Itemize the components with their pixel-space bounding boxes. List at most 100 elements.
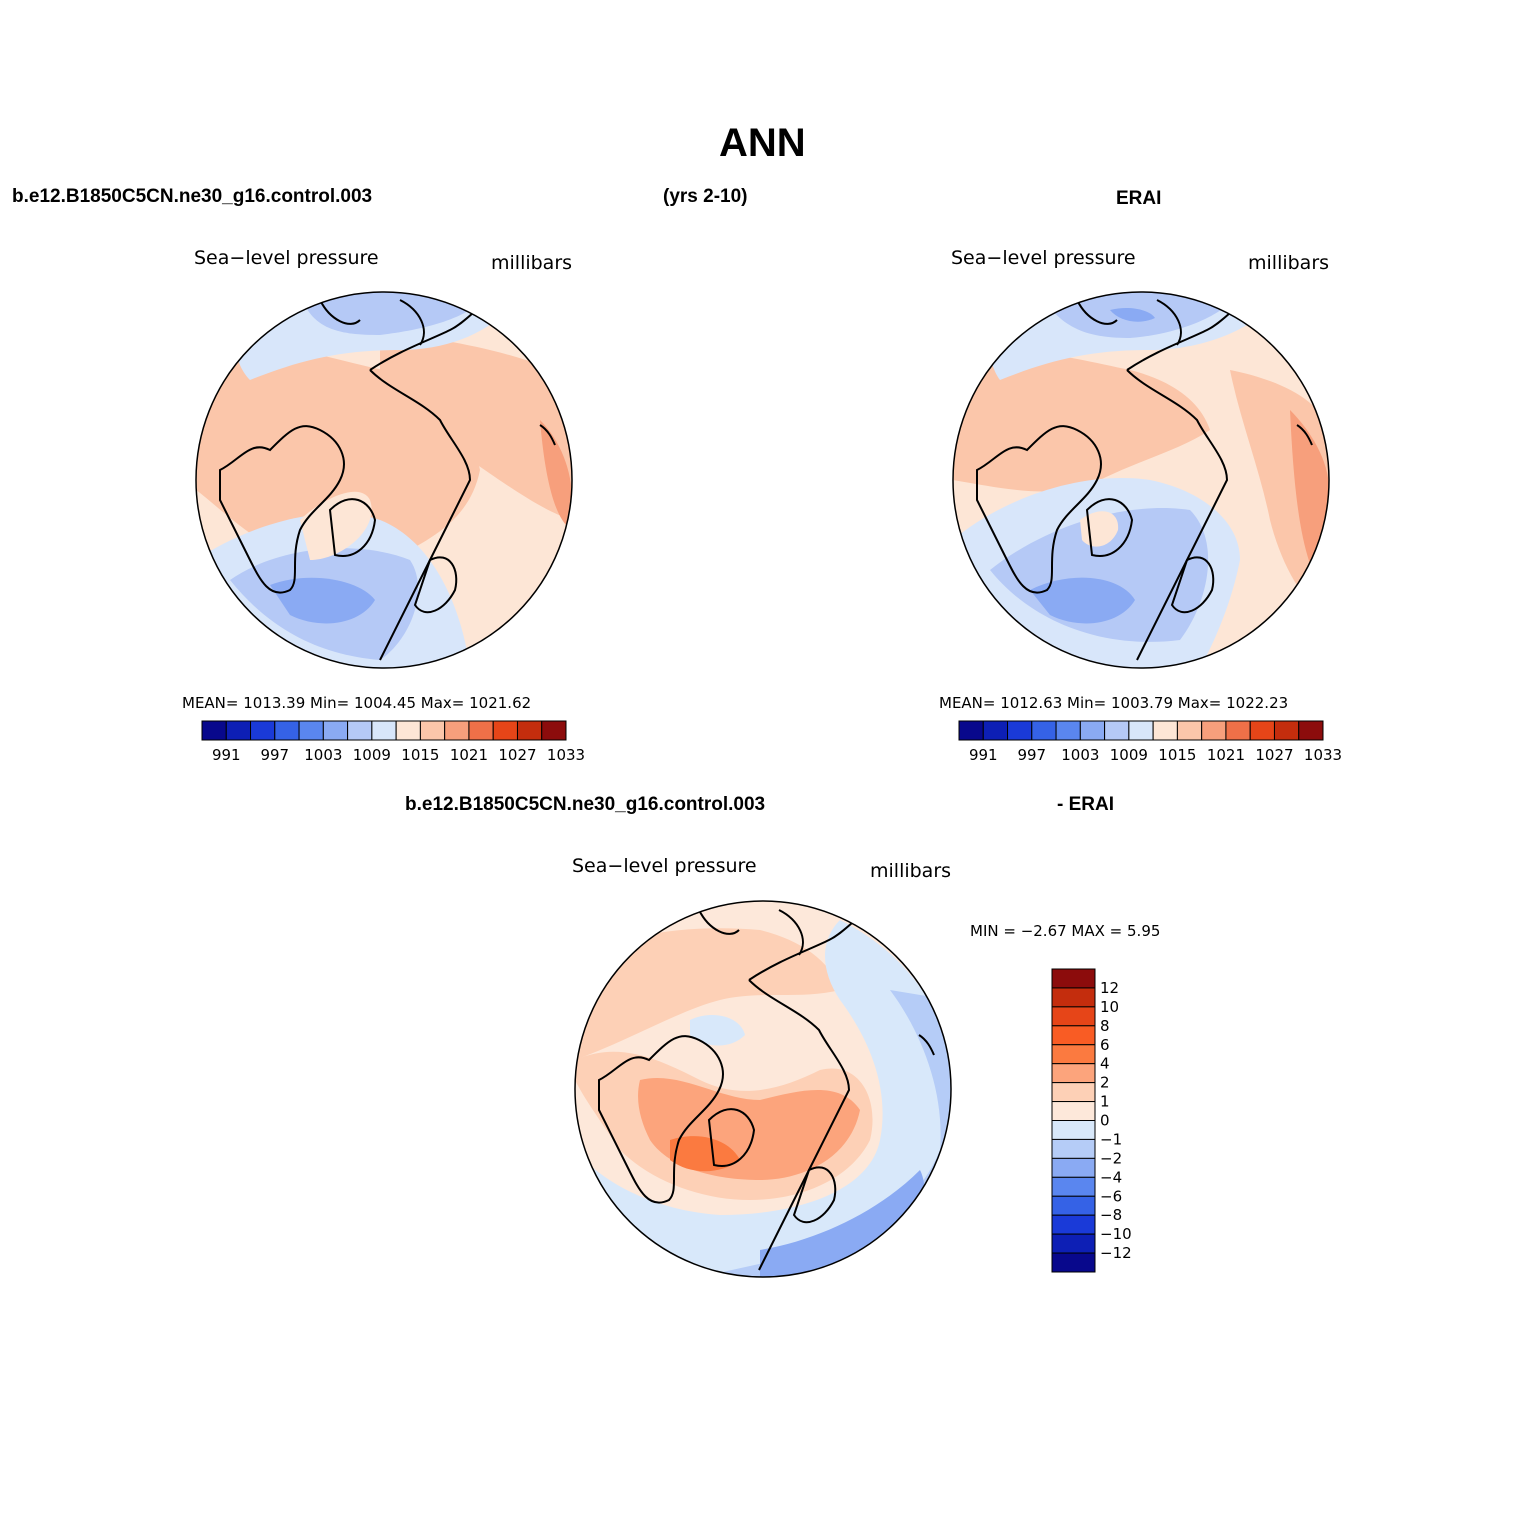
diff-colorbar-tick-label: 8 (1100, 1017, 1110, 1035)
diff-colorbar-tick-label: 12 (1100, 979, 1119, 997)
panel2-colorbar-tick-label: 1021 (1207, 746, 1245, 764)
panel1-colorbar-tick-label: 997 (260, 746, 289, 764)
panel2-colorbar-swatch (1201, 720, 1227, 741)
panel2-colorbar-swatch (1007, 720, 1033, 741)
diff-colorbar-swatch (1051, 1176, 1096, 1197)
diff-colorbar-swatch (1051, 1044, 1096, 1065)
diff-colorbar-tick-label: 10 (1100, 998, 1119, 1016)
panel1-colorbar-swatch (468, 720, 494, 741)
panel2-colorbar-tick-label: 1015 (1158, 746, 1196, 764)
case-name-label: b.e12.B1850C5CN.ne30_g16.control.003 (12, 186, 373, 207)
panel1-colorbar-tick-label: 991 (212, 746, 241, 764)
panel1-colorbar-tick-label: 1027 (498, 746, 536, 764)
panel3-stats: MIN = −2.67 MAX = 5.95 (970, 922, 1161, 940)
panel2-map (952, 291, 1330, 669)
panel1-colorbar-swatch (274, 720, 300, 741)
panel1-colorbar: 991 997 1003 1009 1015 1021 1027 1033 (201, 720, 585, 764)
panel2-colorbar-swatch (1104, 720, 1130, 741)
panel1-colorbar-swatch (492, 720, 518, 741)
panel1-map (195, 291, 573, 669)
diff-colorbar-swatch (1051, 987, 1096, 1008)
diff-colorbar-tick-label: −10 (1100, 1225, 1132, 1243)
panel2-colorbar-tick-label: 991 (969, 746, 998, 764)
diff-colorbar-tick-label: 2 (1100, 1074, 1110, 1092)
panel1-colorbar-swatch (347, 720, 373, 741)
diff-obs-label: - ERAI (1057, 794, 1114, 815)
panel1-colorbar-swatch (322, 720, 349, 741)
panel1-colorbar-swatch (201, 720, 227, 741)
panel2-colorbar-swatch (958, 720, 984, 741)
years-label: (yrs 2-10) (663, 186, 748, 207)
panel2-colorbar-tick-label: 1003 (1061, 746, 1099, 764)
panel1-variable-label: Sea−level pressure (194, 247, 379, 269)
panel2-colorbar-tick-label: 1033 (1304, 746, 1342, 764)
panel1-colorbar-tick-label: 1003 (304, 746, 342, 764)
diff-colorbar-swatch (1051, 1025, 1096, 1046)
panel2-colorbar-swatch (1225, 720, 1251, 741)
panel2-colorbar-tick-label: 997 (1017, 746, 1046, 764)
panel1-colorbar-tick-label: 1021 (450, 746, 488, 764)
obs-name-label: ERAI (1116, 188, 1162, 209)
panel2-colorbar-swatch (1176, 720, 1203, 741)
panel1-colorbar-tick-label: 1015 (401, 746, 439, 764)
diff-colorbar-tick-label: 1 (1100, 1093, 1110, 1111)
diff-colorbar-tick-label: −12 (1100, 1244, 1132, 1262)
diff-colorbar-swatch (1051, 1082, 1096, 1103)
diff-colorbar-swatch (1051, 1006, 1096, 1027)
panel1-colorbar-tick-label: 1033 (547, 746, 585, 764)
diff-colorbar-tick-label: −1 (1100, 1130, 1122, 1148)
panel1-colorbar-swatch (516, 720, 543, 741)
diff-colorbar-tick-label: −4 (1100, 1168, 1122, 1186)
panel1-colorbar-swatch (371, 720, 397, 741)
diff-colorbar-tick-label: 6 (1100, 1036, 1110, 1054)
panel2-colorbar-swatch (1128, 720, 1154, 741)
panel2-colorbar-swatch (1249, 720, 1275, 741)
diff-colorbar-swatch (1051, 1120, 1096, 1140)
panel1-colorbar-swatch (250, 720, 276, 741)
panel2-colorbar-swatch (1031, 720, 1057, 741)
panel1-colorbar-swatch (419, 720, 446, 741)
panel2-colorbar: 991 997 1003 1009 1015 1021 1027 1033 (958, 720, 1342, 764)
diff-colorbar-swatch (1051, 1063, 1096, 1084)
panel1-colorbar-tick-label: 1009 (353, 746, 391, 764)
panel1-units-label: millibars (491, 252, 573, 274)
diff-colorbar-tick-label: −2 (1100, 1149, 1122, 1167)
diff-colorbar-tick-label: −8 (1100, 1206, 1122, 1224)
panel1-colorbar-swatch (298, 720, 324, 741)
diff-case-name-label: b.e12.B1850C5CN.ne30_g16.control.003 (405, 794, 766, 815)
diff-colorbar-swatch (1051, 1233, 1096, 1254)
panel3-variable-label: Sea−level pressure (572, 855, 757, 877)
diff-colorbar-swatch (1051, 1101, 1096, 1121)
diff-colorbar-swatch (1051, 1157, 1096, 1178)
panel2-colorbar-swatch (1298, 720, 1324, 741)
panel2-stats: MEAN= 1012.63 Min= 1003.79 Max= 1022.23 (939, 694, 1289, 712)
panel1-colorbar-swatch (541, 720, 567, 741)
figure-title: ANN (719, 121, 806, 165)
panel2-colorbar-swatch (1152, 720, 1178, 741)
diff-colorbar-swatch (1051, 1252, 1096, 1273)
panel2-colorbar-tick-label: 1027 (1255, 746, 1293, 764)
panel1-colorbar-swatch (444, 720, 470, 741)
panel2-colorbar-swatch (1273, 720, 1300, 741)
diff-colorbar-tick-label: 4 (1100, 1055, 1110, 1073)
panel2-colorbar-swatch (1055, 720, 1081, 741)
panel2-variable-label: Sea−level pressure (951, 247, 1136, 269)
diff-colorbar-tick-label: −6 (1100, 1187, 1122, 1205)
diff-colorbar-swatch (1051, 968, 1096, 989)
panel1-stats: MEAN= 1013.39 Min= 1004.45 Max= 1021.62 (182, 694, 532, 712)
panel3-map (574, 900, 952, 1278)
panel2-colorbar-swatch (982, 720, 1009, 741)
panel3-units-label: millibars (870, 860, 952, 882)
panel2-colorbar-tick-label: 1009 (1110, 746, 1148, 764)
diff-colorbar-swatch (1051, 1138, 1096, 1159)
panel1-colorbar-swatch (395, 720, 421, 741)
diff-colorbar-swatch (1051, 1214, 1096, 1235)
diff-colorbar-swatch (1051, 1195, 1096, 1216)
diff-colorbar-tick-label: 0 (1100, 1112, 1110, 1130)
panel2-units-label: millibars (1248, 252, 1330, 274)
panel1-colorbar-swatch (225, 720, 252, 741)
panel2-colorbar-swatch (1079, 720, 1106, 741)
